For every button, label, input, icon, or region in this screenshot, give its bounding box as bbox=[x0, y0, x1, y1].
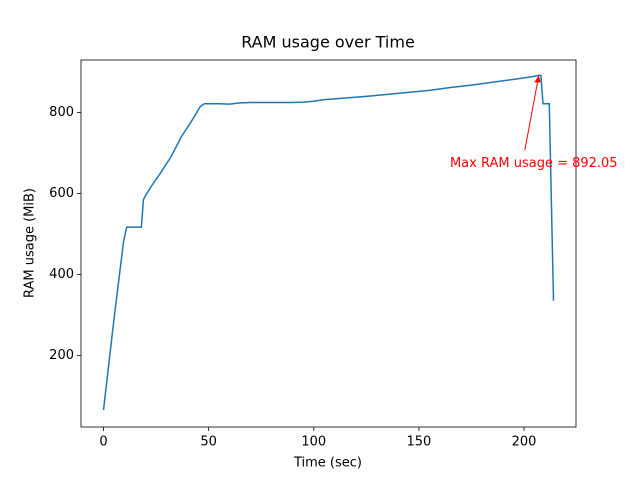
y-tick-label: 800 bbox=[49, 105, 74, 120]
line-series bbox=[102, 74, 555, 411]
x-axis-label: Time (sec) bbox=[293, 456, 362, 471]
annotation-text: Max RAM usage = 892.05 bbox=[450, 156, 618, 171]
y-tick-label: 400 bbox=[49, 267, 74, 282]
y-axis-label: RAM usage (MiB) bbox=[23, 188, 38, 298]
x-tick-label: 0 bbox=[99, 435, 107, 450]
annotation-arrowhead bbox=[534, 75, 541, 83]
x-tick-label: 50 bbox=[200, 435, 217, 450]
chart-title: RAM usage over Time bbox=[241, 33, 415, 52]
x-tick-label: 100 bbox=[301, 435, 326, 450]
y-tick-label: 200 bbox=[49, 348, 74, 363]
x-tick-label: 200 bbox=[512, 435, 537, 450]
x-tick-label: 150 bbox=[407, 435, 432, 450]
annotation-arrow bbox=[524, 75, 540, 151]
y-tick-label: 600 bbox=[49, 186, 74, 201]
plot-frame bbox=[80, 59, 577, 428]
